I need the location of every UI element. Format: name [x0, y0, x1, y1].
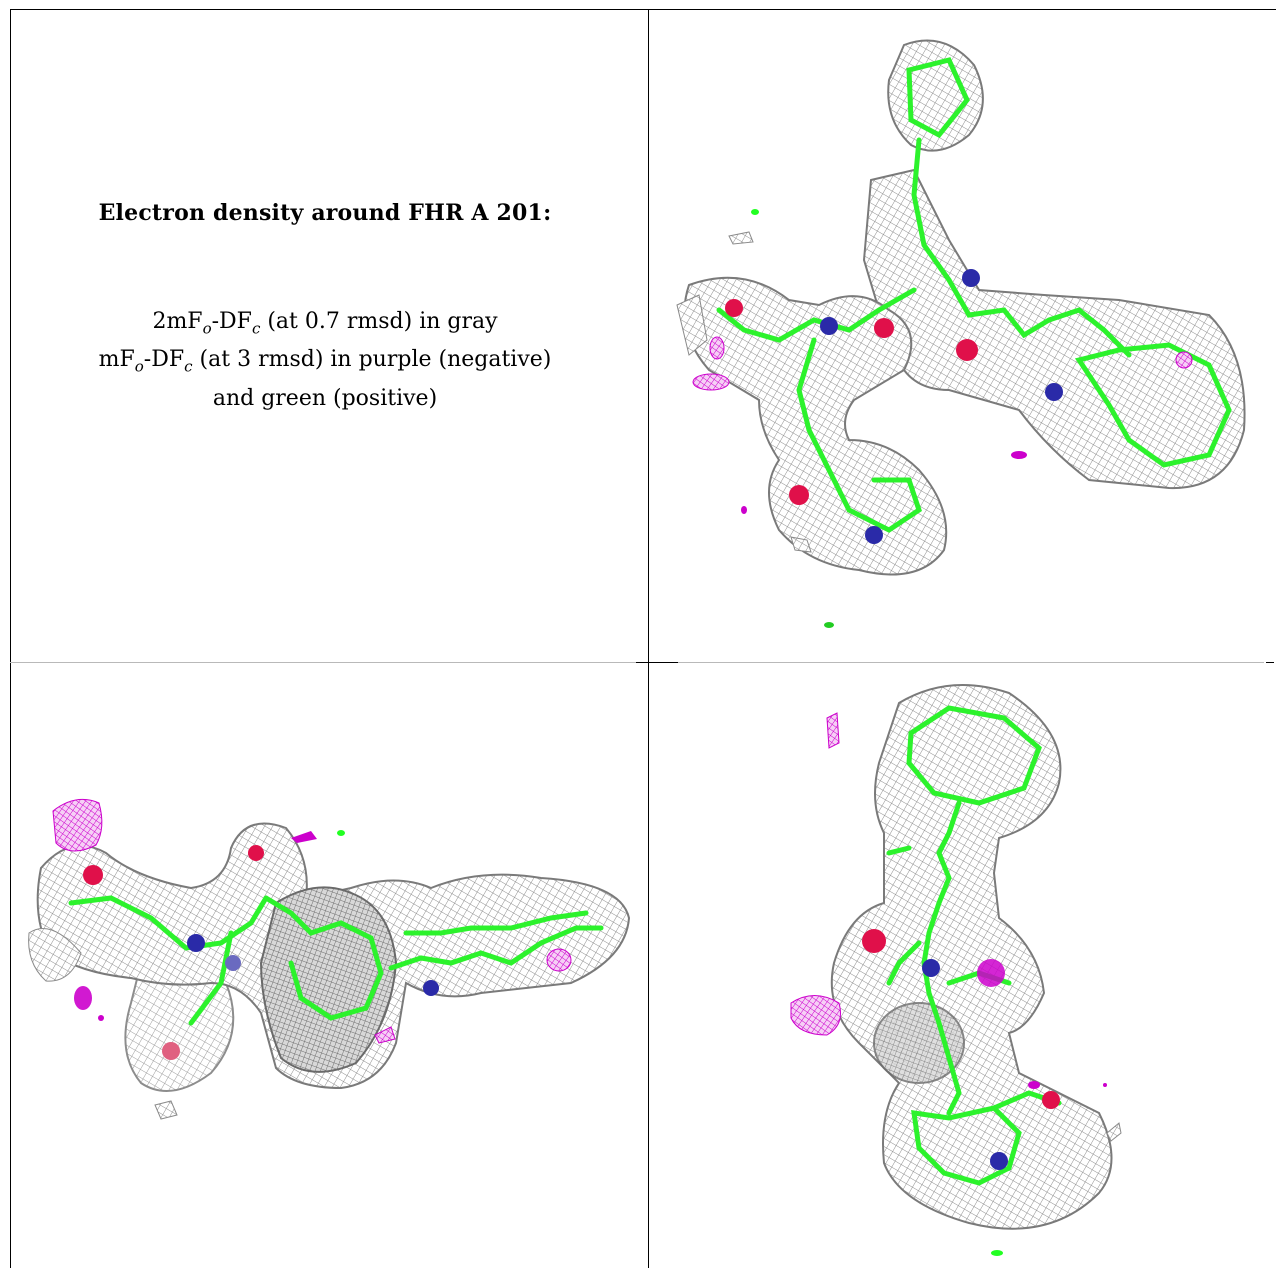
negative-density-blob [977, 959, 1005, 987]
frame-middle-horizontal-left [10, 662, 636, 663]
atom-markers [83, 845, 439, 1060]
oxygen-atom [1042, 1091, 1060, 1109]
density-view-top-right-image [676, 39, 1246, 628]
difference-density-blobs [28, 798, 572, 1120]
nitrogen-atom [225, 955, 241, 971]
oxygen-atom [162, 1042, 180, 1060]
atom-markers [862, 929, 1060, 1170]
negative-density-blob [741, 506, 747, 514]
density-view-bottom-left-image [28, 798, 631, 1120]
negative-density-blob [790, 995, 841, 1036]
negative-density-blob [692, 373, 730, 391]
positive-density-blob [991, 1250, 1003, 1256]
frame-middle-vertical [648, 9, 649, 1268]
nitrogen-atom [423, 980, 439, 996]
negative-density-blob [1028, 1081, 1040, 1089]
caption-title: Electron density around FHR A 201: [98, 200, 552, 226]
frame-top [10, 9, 1276, 10]
frame-left [10, 9, 11, 1268]
gray-mesh-fragment [728, 231, 754, 245]
caption-line-2fo-dfc: 2mFo-DFc (at 0.7 rmsd) in gray [152, 309, 498, 338]
negative-density-blob [826, 712, 840, 749]
negative-density-blob [374, 1026, 396, 1044]
gray-mesh-envelope [830, 684, 1113, 1230]
negative-density-blob [1103, 1083, 1107, 1087]
oxygen-atom [956, 339, 978, 361]
oxygen-atom [725, 299, 743, 317]
nitrogen-atom [962, 269, 980, 287]
negative-density-blob [546, 948, 572, 972]
negative-density-blob [709, 336, 725, 360]
nitrogen-atom [865, 526, 883, 544]
positive-density-blob [824, 622, 834, 628]
density-view-bottom-left [11, 663, 648, 1268]
frame-middle-horizontal-right [678, 662, 1264, 663]
negative-density-blob [1011, 451, 1027, 459]
caption-cell: Electron density around FHR A 201: 2mFo-… [12, 200, 638, 415]
oxygen-atom [862, 929, 886, 953]
positive-density-blob [751, 209, 759, 215]
difference-density-blobs [790, 712, 1122, 1256]
green-model-bonds [716, 57, 1232, 533]
oxygen-atom [789, 485, 809, 505]
positive-density-blob [337, 830, 345, 836]
frame-middle-horizontal-mid [636, 662, 678, 663]
negative-density-blob [98, 1015, 104, 1021]
oxygen-atom [248, 845, 264, 861]
nitrogen-atom [922, 959, 940, 977]
gray-mesh-fragment [676, 294, 708, 356]
negative-density-blob [291, 831, 317, 843]
gray-mesh-fragment [1106, 1122, 1122, 1142]
nitrogen-atom [990, 1152, 1008, 1170]
nitrogen-atom [820, 317, 838, 335]
gray-mesh-fragment [790, 536, 812, 553]
frame-tick-right [1266, 662, 1274, 663]
oxygen-atom [874, 318, 894, 338]
green-model-bonds [68, 895, 604, 1026]
density-view-top-right [649, 10, 1266, 662]
negative-density-blob [74, 986, 92, 1010]
atom-markers [725, 269, 1063, 544]
difference-density-blobs [676, 209, 1193, 628]
density-view-bottom-right-image [790, 684, 1122, 1256]
gray-mesh-fragment [154, 1100, 178, 1120]
green-model-bonds [886, 705, 1062, 1186]
oxygen-atom [83, 865, 103, 885]
caption-line-fo-dfc: mFo-DFc (at 3 rmsd) in purple (negative) [98, 347, 552, 376]
negative-density-blob [1175, 351, 1193, 369]
gray-mesh-fragment [28, 928, 82, 982]
nitrogen-atom [187, 934, 205, 952]
density-view-bottom-right [649, 663, 1266, 1268]
nitrogen-atom [1045, 383, 1063, 401]
caption-line-colors: and green (positive) [212, 385, 438, 411]
negative-density-blob [52, 798, 103, 852]
